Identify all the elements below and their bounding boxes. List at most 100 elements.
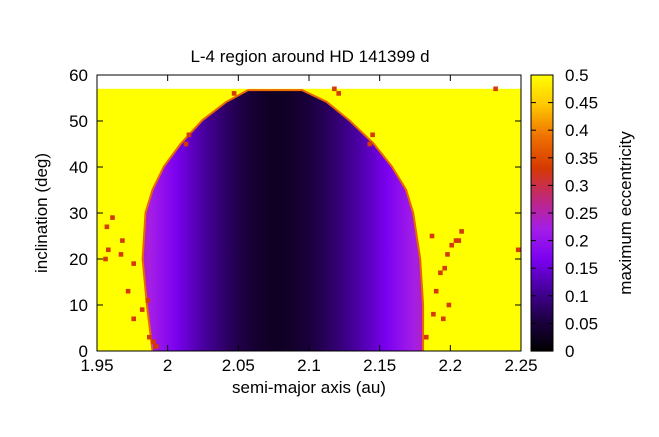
- colorbar-segment: [531, 257, 553, 260]
- colorbar-segment: [531, 139, 553, 142]
- unstable-point: [449, 242, 454, 248]
- x-tick-label: 2: [163, 356, 172, 375]
- colorbar-segment: [531, 239, 553, 242]
- colorbar-segment: [531, 179, 553, 182]
- colorbar-tick-label: 0.2: [565, 232, 589, 251]
- colorbar-segment: [531, 331, 553, 334]
- colorbar-segment: [531, 311, 553, 314]
- colorbar-tick-label: 0.25: [565, 204, 598, 223]
- unstable-point: [104, 224, 110, 230]
- colorbar-segment: [531, 219, 553, 222]
- colorbar-tick-label: 0: [565, 342, 574, 361]
- colorbar-segment: [531, 329, 553, 332]
- unstable-point: [424, 334, 429, 340]
- colorbar-segment: [531, 89, 553, 92]
- unstable-point: [332, 86, 337, 92]
- unstable-point: [446, 302, 452, 308]
- stable-region: [143, 91, 423, 351]
- chart-title: L-4 region around HD 141399 d: [190, 47, 429, 66]
- colorbar-segment: [531, 197, 553, 200]
- colorbar-segment: [531, 127, 553, 130]
- colorbar-segment: [531, 83, 553, 86]
- colorbar-segment: [531, 247, 553, 250]
- colorbar-segment: [531, 173, 553, 176]
- colorbar-segment: [531, 325, 553, 328]
- colorbar-segment: [531, 133, 553, 136]
- colorbar-segment: [531, 283, 553, 286]
- unstable-point: [186, 132, 192, 138]
- colorbar-segment: [531, 271, 553, 274]
- unstable-point: [429, 233, 435, 239]
- colorbar-segment: [531, 225, 553, 228]
- colorbar-segment: [531, 177, 553, 180]
- colorbar-segment: [531, 221, 553, 224]
- colorbar-segment: [531, 347, 553, 350]
- x-tick-label: 2.1: [297, 356, 321, 375]
- unstable-point: [147, 334, 152, 340]
- colorbar-segment: [531, 285, 553, 288]
- colorbar-segment: [531, 339, 553, 342]
- y-tick-label: 10: [69, 296, 88, 315]
- x-tick-label: 2.25: [504, 356, 537, 375]
- colorbar-segment: [531, 95, 553, 98]
- unstable-point: [431, 311, 436, 317]
- unstable-point: [110, 215, 115, 220]
- colorbar-segment: [531, 85, 553, 88]
- unstable-point: [515, 247, 521, 253]
- colorbar-segment: [531, 289, 553, 292]
- colorbar-segment: [531, 97, 553, 100]
- colorbar-segment: [531, 75, 553, 78]
- colorbar-segment: [531, 337, 553, 340]
- colorbar-segment: [531, 111, 553, 114]
- unstable-point: [438, 270, 443, 276]
- colorbar-segment: [531, 79, 553, 82]
- unstable-point: [120, 238, 125, 243]
- unstable-point: [442, 265, 447, 271]
- colorbar-segment: [531, 117, 553, 120]
- colorbar-segment: [531, 297, 553, 300]
- colorbar-segment: [531, 213, 553, 216]
- colorbar-segment: [531, 263, 553, 266]
- x-tick-label: 2.15: [363, 356, 396, 375]
- x-tick-label: 2.05: [222, 356, 255, 375]
- colorbar-segment: [531, 161, 553, 164]
- colorbar-segment: [531, 275, 553, 278]
- unstable-point: [433, 288, 439, 294]
- y-axis-label: inclination (deg): [32, 153, 51, 273]
- colorbar-segment: [531, 345, 553, 348]
- unstable-point: [151, 339, 156, 345]
- colorbar-segment: [531, 189, 553, 192]
- colorbar-segment: [531, 109, 553, 112]
- colorbar-segment: [531, 307, 553, 310]
- colorbar-segment: [531, 287, 553, 290]
- unstable-point: [183, 141, 189, 147]
- colorbar-segment: [531, 249, 553, 252]
- colorbar-segment: [531, 341, 553, 344]
- colorbar-segment: [531, 233, 553, 236]
- colorbar-segment: [531, 229, 553, 232]
- y-tick-label: 50: [69, 112, 88, 131]
- colorbar-segment: [531, 203, 553, 206]
- colorbar-tick-label: 0.45: [565, 94, 598, 113]
- colorbar-segment: [531, 205, 553, 208]
- colorbar-segment: [531, 237, 553, 240]
- colorbar-segment: [531, 171, 553, 174]
- colorbar-segment: [531, 209, 553, 212]
- colorbar-segment: [531, 223, 553, 226]
- colorbar-segment: [531, 185, 553, 188]
- colorbar-segment: [531, 191, 553, 194]
- axes: 1.95 2 2.05 2.1 2.15 2.2 2.25 0 10 20 30 40 50 60: [69, 66, 537, 375]
- colorbar-segment: [531, 123, 553, 126]
- unstable-point: [370, 132, 375, 138]
- colorbar-segment: [531, 243, 553, 246]
- colorbar-segment: [531, 131, 553, 134]
- colorbar-segment: [531, 299, 553, 302]
- y-tick-label: 30: [69, 204, 88, 223]
- colorbar-segment: [531, 115, 553, 118]
- unstable-point: [106, 247, 111, 253]
- colorbar-segment: [531, 293, 553, 296]
- unstable-point: [145, 298, 151, 303]
- colorbar-segment: [531, 291, 553, 294]
- unstable-point: [118, 252, 124, 257]
- unstable-point: [367, 141, 373, 147]
